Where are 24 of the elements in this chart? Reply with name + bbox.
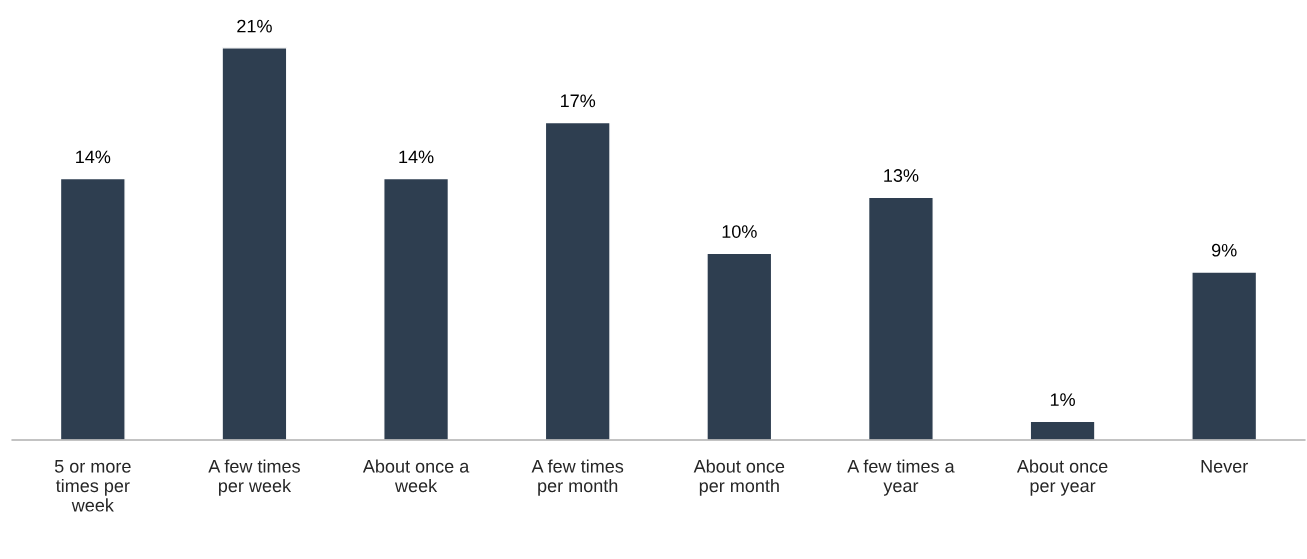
bar: [1029, 420, 1096, 440]
x-tick-label: About once per year: [1016, 459, 1108, 496]
x-tick-label: Never: [1201, 460, 1248, 473]
bar: [221, 47, 288, 440]
data-label: 1%: [1050, 393, 1075, 406]
bar: [867, 196, 934, 440]
x-tick-label: A few times a year: [847, 459, 955, 496]
data-label: 14%: [76, 150, 111, 164]
data-label: 17%: [561, 94, 596, 108]
x-tick-label: About once per month: [693, 459, 785, 496]
bar: [544, 121, 611, 440]
bar: [383, 177, 450, 440]
data-label: 21%: [237, 19, 272, 33]
data-label: 13%: [884, 169, 919, 182]
data-label: 10%: [722, 225, 757, 238]
x-tick-label: A few times per month: [531, 459, 624, 496]
x-tick-label: A few times per week: [208, 459, 300, 496]
bar: [1191, 271, 1258, 440]
data-label: 9%: [1211, 243, 1237, 257]
x-tick-label: About once a week: [362, 459, 470, 493]
bar: [706, 252, 773, 440]
data-label: 14%: [399, 150, 434, 164]
bar: [59, 177, 126, 440]
x-tick-label: 5 or more times per week: [54, 460, 131, 512]
